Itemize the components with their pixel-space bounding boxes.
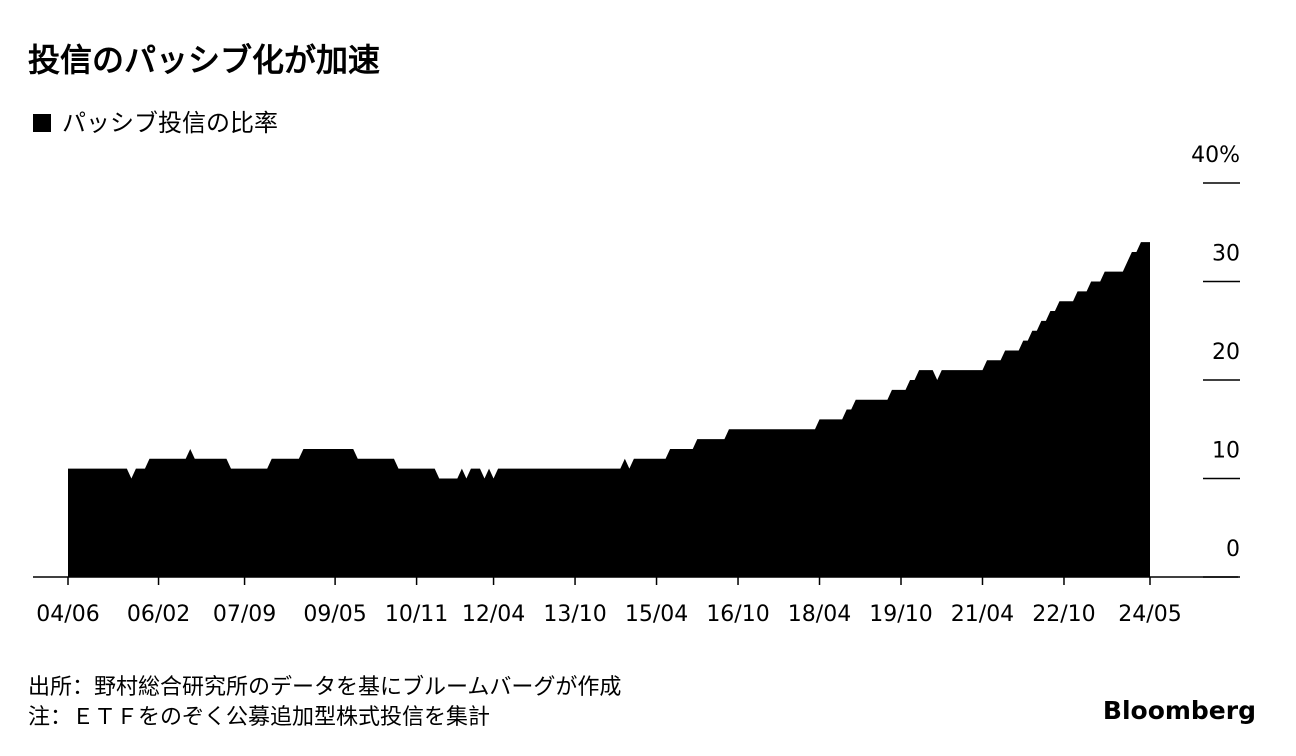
x-tick-label: 24/05 — [1118, 602, 1181, 627]
note: 注：ＥＴＦをのぞく公募追加型株式投信を集計 — [28, 705, 490, 730]
x-tick-label: 06/02 — [127, 602, 190, 627]
x-tick-label: 15/04 — [625, 602, 688, 627]
x-tick-label: 16/10 — [706, 602, 769, 627]
x-tick-label: 21/04 — [951, 602, 1014, 627]
y-tick-label: 40% — [1191, 143, 1240, 168]
x-tick-label: 19/10 — [869, 602, 932, 627]
x-tick-label: 10/11 — [385, 602, 448, 627]
y-tick-label: 10 — [1212, 439, 1240, 464]
x-tick-label: 09/05 — [303, 602, 366, 627]
chart-title: 投信のパッシブ化が加速 — [28, 41, 380, 79]
y-tick-label: 30 — [1212, 242, 1240, 267]
source: 出所：野村総合研究所のデータを基にブルームバーグが作成 — [28, 675, 621, 700]
x-tick-label: 12/04 — [462, 602, 525, 627]
x-tick-label: 04/06 — [36, 602, 99, 627]
x-tick-label: 18/04 — [788, 602, 851, 627]
y-tick-label: 20 — [1212, 340, 1240, 365]
legend-swatch — [33, 114, 51, 132]
x-tick-label: 07/09 — [213, 602, 276, 627]
area — [68, 242, 1150, 577]
x-tick-label: 13/10 — [543, 602, 606, 627]
credit: Bloomberg — [1103, 696, 1256, 725]
legend-label: パッシブ投信の比率 — [62, 109, 278, 137]
x-tick-label: 22/10 — [1032, 602, 1095, 627]
y-tick-label: 0 — [1226, 537, 1240, 562]
